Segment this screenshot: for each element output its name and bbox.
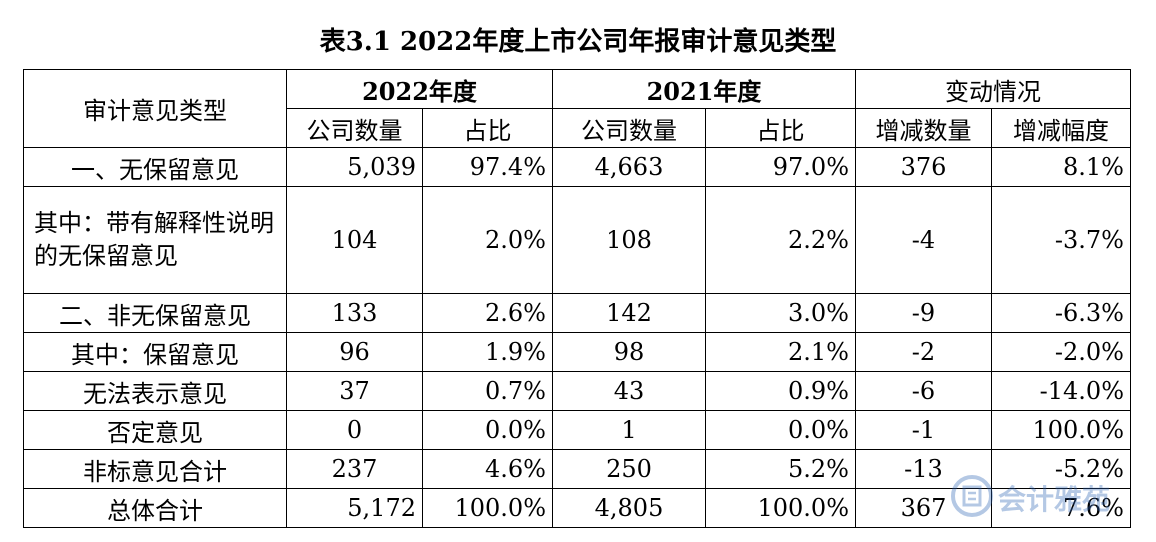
table-title: 表3.1 2022年度上市公司年报审计意见类型 bbox=[319, 27, 837, 57]
cell-delta-count: -13 bbox=[855, 449, 992, 489]
cell-count-2022: 237 bbox=[286, 449, 423, 489]
cell-delta-count: -9 bbox=[855, 293, 992, 333]
header-year-2022: 2022年度 bbox=[286, 69, 553, 109]
cell-ratio-2021: 97.0% bbox=[705, 147, 856, 187]
row-label: 总体合计 bbox=[23, 488, 287, 528]
cell-count-2021: 4,663 bbox=[552, 147, 706, 187]
cell-ratio-2022: 0.0% bbox=[422, 410, 553, 450]
table-row: 总体合计 5,172 100.0% 4,805 100.0% 367 7.6% bbox=[23, 488, 1131, 528]
cell-ratio-2022: 100.0% bbox=[422, 488, 553, 528]
cell-count-2021: 250 bbox=[552, 449, 706, 489]
cell-delta-count: -4 bbox=[855, 186, 992, 294]
audit-opinion-table: 审计意见类型 2022年度 2021年度 变动情况 公司数量 占比 公司数量 占… bbox=[23, 69, 1131, 528]
cell-ratio-2021: 2.1% bbox=[705, 332, 856, 372]
header-ratio-2021: 占比 bbox=[705, 108, 856, 148]
row-label: 二、非无保留意见 bbox=[23, 293, 287, 333]
cell-ratio-2021: 2.2% bbox=[705, 186, 856, 294]
row-label: 非标意见合计 bbox=[23, 449, 287, 489]
cell-delta-pct: 8.1% bbox=[991, 147, 1131, 187]
cell-ratio-2022: 0.7% bbox=[422, 371, 553, 411]
row-label: 一、无保留意见 bbox=[23, 147, 287, 187]
cell-delta-pct: -3.7% bbox=[991, 186, 1131, 294]
row-label: 其中：保留意见 bbox=[23, 332, 287, 372]
table-row: 否定意见 0 0.0% 1 0.0% -1 100.0% bbox=[23, 410, 1131, 450]
logo-icon bbox=[951, 475, 993, 517]
header-count-2022: 公司数量 bbox=[286, 108, 423, 148]
watermark: 会计雅苑 bbox=[946, 470, 1146, 520]
table-row: 无法表示意见 37 0.7% 43 0.9% -6 -14.0% bbox=[23, 371, 1131, 411]
header-ratio-2022: 占比 bbox=[422, 108, 553, 148]
cell-count-2022: 5,172 bbox=[286, 488, 423, 528]
cell-delta-pct: -6.3% bbox=[991, 293, 1131, 333]
cell-count-2022: 37 bbox=[286, 371, 423, 411]
cell-count-2022: 96 bbox=[286, 332, 423, 372]
cell-delta-pct: 100.0% bbox=[991, 410, 1131, 450]
cell-count-2021: 142 bbox=[552, 293, 706, 333]
cell-count-2021: 4,805 bbox=[552, 488, 706, 528]
cell-count-2022: 133 bbox=[286, 293, 423, 333]
header-change: 变动情况 bbox=[855, 69, 1131, 109]
cell-delta-count: -6 bbox=[855, 371, 992, 411]
cell-delta-count: 367 bbox=[855, 488, 992, 528]
cell-ratio-2021: 0.0% bbox=[705, 410, 856, 450]
cell-delta-pct: -14.0% bbox=[991, 371, 1131, 411]
cell-ratio-2022: 2.6% bbox=[422, 293, 553, 333]
table-row: 其中：带有解释性说明的无保留意见 104 2.0% 108 2.2% -4 -3… bbox=[23, 186, 1131, 294]
cell-ratio-2021: 100.0% bbox=[705, 488, 856, 528]
row-label: 否定意见 bbox=[23, 410, 287, 450]
cell-delta-pct: 7.6% bbox=[991, 488, 1131, 528]
cell-ratio-2022: 97.4% bbox=[422, 147, 553, 187]
cell-delta-count: 376 bbox=[855, 147, 992, 187]
watermark-text: 会计雅苑 bbox=[998, 483, 1111, 516]
cell-count-2022: 104 bbox=[286, 186, 423, 294]
cell-ratio-2022: 4.6% bbox=[422, 449, 553, 489]
cell-ratio-2021: 3.0% bbox=[705, 293, 856, 333]
cell-count-2022: 0 bbox=[286, 410, 423, 450]
cell-ratio-2022: 2.0% bbox=[422, 186, 553, 294]
cell-delta-pct: -2.0% bbox=[991, 332, 1131, 372]
table-row: 其中：保留意见 96 1.9% 98 2.1% -2 -2.0% bbox=[23, 332, 1131, 372]
header-delta-pct: 增减幅度 bbox=[991, 108, 1131, 148]
table-row: 二、非无保留意见 133 2.6% 142 3.0% -9 -6.3% bbox=[23, 293, 1131, 333]
row-label: 无法表示意见 bbox=[23, 371, 287, 411]
cell-ratio-2022: 1.9% bbox=[422, 332, 553, 372]
cell-ratio-2021: 5.2% bbox=[705, 449, 856, 489]
cell-count-2021: 98 bbox=[552, 332, 706, 372]
cell-count-2021: 108 bbox=[552, 186, 706, 294]
table-row: 一、无保留意见 5,039 97.4% 4,663 97.0% 376 8.1% bbox=[23, 147, 1131, 187]
cell-delta-count: -2 bbox=[855, 332, 992, 372]
row-label: 其中：带有解释性说明的无保留意见 bbox=[23, 186, 287, 294]
header-year-2021: 2021年度 bbox=[552, 69, 856, 109]
header-count-2021: 公司数量 bbox=[552, 108, 706, 148]
header-opinion-type: 审计意见类型 bbox=[23, 69, 287, 148]
cell-count-2021: 43 bbox=[552, 371, 706, 411]
header-delta-count: 增减数量 bbox=[855, 108, 992, 148]
cell-delta-count: -1 bbox=[855, 410, 992, 450]
cell-count-2022: 5,039 bbox=[286, 147, 423, 187]
cell-ratio-2021: 0.9% bbox=[705, 371, 856, 411]
cell-count-2021: 1 bbox=[552, 410, 706, 450]
